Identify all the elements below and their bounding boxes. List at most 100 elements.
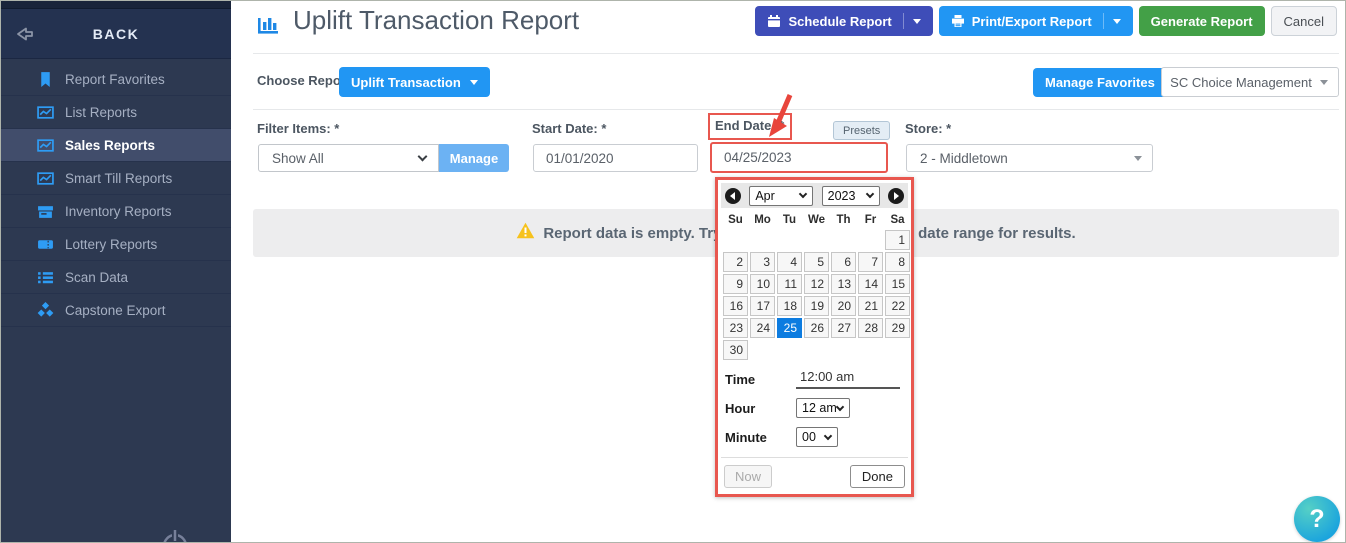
day-cell[interactable]: 30	[723, 340, 748, 360]
day-cell[interactable]: 16	[723, 296, 748, 316]
cancel-label: Cancel	[1283, 13, 1324, 29]
page-title: Uplift Transaction Report	[293, 5, 580, 35]
day-cell[interactable]: 3	[750, 252, 775, 272]
day-cell	[804, 340, 829, 360]
schedule-report-button[interactable]: Schedule Report	[755, 6, 933, 36]
day-cell[interactable]: 23	[723, 318, 748, 338]
company-select[interactable]: SC Choice Management	[1161, 67, 1339, 97]
time-input[interactable]: 12:00 am	[796, 369, 900, 389]
day-cell[interactable]: 6	[831, 252, 856, 272]
day-cell[interactable]: 17	[750, 296, 775, 316]
day-cell[interactable]: 26	[804, 318, 829, 338]
day-cell	[723, 230, 748, 250]
date-picker-popup: Apr 2023 Su Mo Tu We Th Fr Sa	[715, 177, 914, 497]
presets-button[interactable]: Presets	[833, 121, 891, 140]
day-cell[interactable]: 5	[804, 252, 829, 272]
minute-select[interactable]: 00	[796, 427, 838, 447]
help-button[interactable]: ?	[1294, 496, 1340, 542]
day-cell-selected[interactable]: 25	[777, 318, 802, 338]
day-cell[interactable]: 8	[885, 252, 910, 272]
printer-icon	[951, 14, 965, 28]
chevron-right-icon	[893, 191, 899, 200]
sidebar-nav: Report Favorites List Reports Sales Repo…	[1, 63, 231, 327]
hour-select[interactable]: 12 am	[796, 398, 850, 418]
line-chart-icon	[37, 104, 54, 121]
month-select[interactable]: Apr	[749, 185, 814, 206]
day-cell[interactable]: 13	[831, 274, 856, 294]
previous-month-button[interactable]	[725, 187, 741, 204]
manage-favorites-button[interactable]: Manage Favorites	[1033, 68, 1167, 97]
chevron-down-icon	[865, 189, 874, 199]
sidebar-item-list-reports[interactable]: List Reports	[1, 96, 231, 129]
back-arrow-icon	[13, 22, 37, 46]
help-question-mark: ?	[1309, 504, 1325, 533]
presets-label: Presets	[843, 124, 881, 137]
sidebar-item-report-favorites[interactable]: Report Favorites	[1, 63, 231, 96]
weekday-label: Tu	[782, 214, 797, 226]
minute-label: Minute	[725, 429, 767, 445]
next-month-button[interactable]	[887, 187, 904, 204]
day-cell[interactable]: 2	[723, 252, 748, 272]
day-cell[interactable]: 9	[723, 274, 748, 294]
manage-filters-button[interactable]: Manage	[439, 144, 509, 172]
now-button[interactable]: Now	[724, 465, 773, 488]
day-cell[interactable]: 12	[804, 274, 829, 294]
weekday-label: Su	[728, 214, 743, 226]
end-date-annotation-box: End Date: *	[708, 113, 793, 140]
year-select-value: 2023	[827, 188, 856, 203]
bar-chart-icon	[255, 10, 283, 38]
day-cell[interactable]: 7	[858, 252, 883, 272]
cancel-button[interactable]: Cancel	[1270, 6, 1337, 36]
day-cell[interactable]: 11	[777, 274, 802, 294]
chevron-down-icon	[912, 18, 921, 24]
day-cell[interactable]: 20	[831, 296, 856, 316]
start-date-input[interactable]	[533, 144, 698, 172]
day-cell[interactable]: 22	[885, 296, 910, 316]
day-cell[interactable]: 24	[750, 318, 775, 338]
report-type-dropdown[interactable]: Uplift Transaction	[339, 67, 490, 97]
day-cell[interactable]: 21	[858, 296, 883, 316]
day-cell[interactable]: 29	[885, 318, 910, 338]
warning-icon	[516, 222, 535, 244]
manage-filters-label: Manage	[449, 150, 499, 166]
sidebar-item-sales-reports[interactable]: Sales Reports	[1, 129, 231, 162]
chevron-down-icon	[835, 402, 845, 411]
cubes-icon	[37, 302, 54, 319]
sidebar-item-scan-data[interactable]: Scan Data	[1, 261, 231, 294]
calendar-grid: 1 2 3 4 5 6 7 8 9 10 11 12 13 14 15 16 1…	[721, 226, 910, 360]
back-button[interactable]: BACK	[1, 9, 231, 59]
sidebar: BACK Report Favorites List Reports Sales…	[1, 1, 231, 542]
chevron-down-icon	[417, 151, 428, 161]
now-label: Now	[735, 469, 762, 484]
day-cell[interactable]: 27	[831, 318, 856, 338]
day-cell[interactable]: 18	[777, 296, 802, 316]
day-cell[interactable]: 1	[885, 230, 910, 250]
report-row-divider	[253, 109, 1339, 110]
sidebar-item-label: Lottery Reports	[65, 236, 158, 252]
header-divider	[253, 53, 1339, 54]
day-cell[interactable]: 28	[858, 318, 883, 338]
done-button[interactable]: Done	[849, 465, 905, 488]
chevron-down-icon	[823, 431, 833, 440]
sidebar-item-capstone-export[interactable]: Capstone Export	[1, 294, 231, 327]
sidebar-item-label: Smart Till Reports	[65, 170, 173, 186]
sidebar-item-smart-till-reports[interactable]: Smart Till Reports	[1, 162, 231, 195]
day-cell[interactable]: 15	[885, 274, 910, 294]
filter-items-select[interactable]: Show All	[258, 144, 439, 172]
store-select[interactable]: 2 - Middletown	[906, 144, 1153, 172]
day-cell[interactable]: 4	[777, 252, 802, 272]
day-cell[interactable]: 14	[858, 274, 883, 294]
generate-report-button[interactable]: Generate Report	[1138, 6, 1265, 36]
start-date-label: Start Date: *	[532, 121, 607, 136]
bookmark-icon	[37, 71, 54, 88]
sidebar-item-inventory-reports[interactable]: Inventory Reports	[1, 195, 231, 228]
day-cell[interactable]: 19	[804, 296, 829, 316]
day-cell[interactable]: 10	[750, 274, 775, 294]
sidebar-item-lottery-reports[interactable]: Lottery Reports	[1, 228, 231, 261]
year-select[interactable]: 2023	[821, 185, 880, 206]
print-export-button[interactable]: Print/Export Report	[938, 6, 1133, 36]
hour-row: Hour 12 am	[725, 398, 904, 418]
filter-items-label: Filter Items: *	[257, 121, 340, 136]
end-date-input[interactable]	[710, 142, 888, 173]
